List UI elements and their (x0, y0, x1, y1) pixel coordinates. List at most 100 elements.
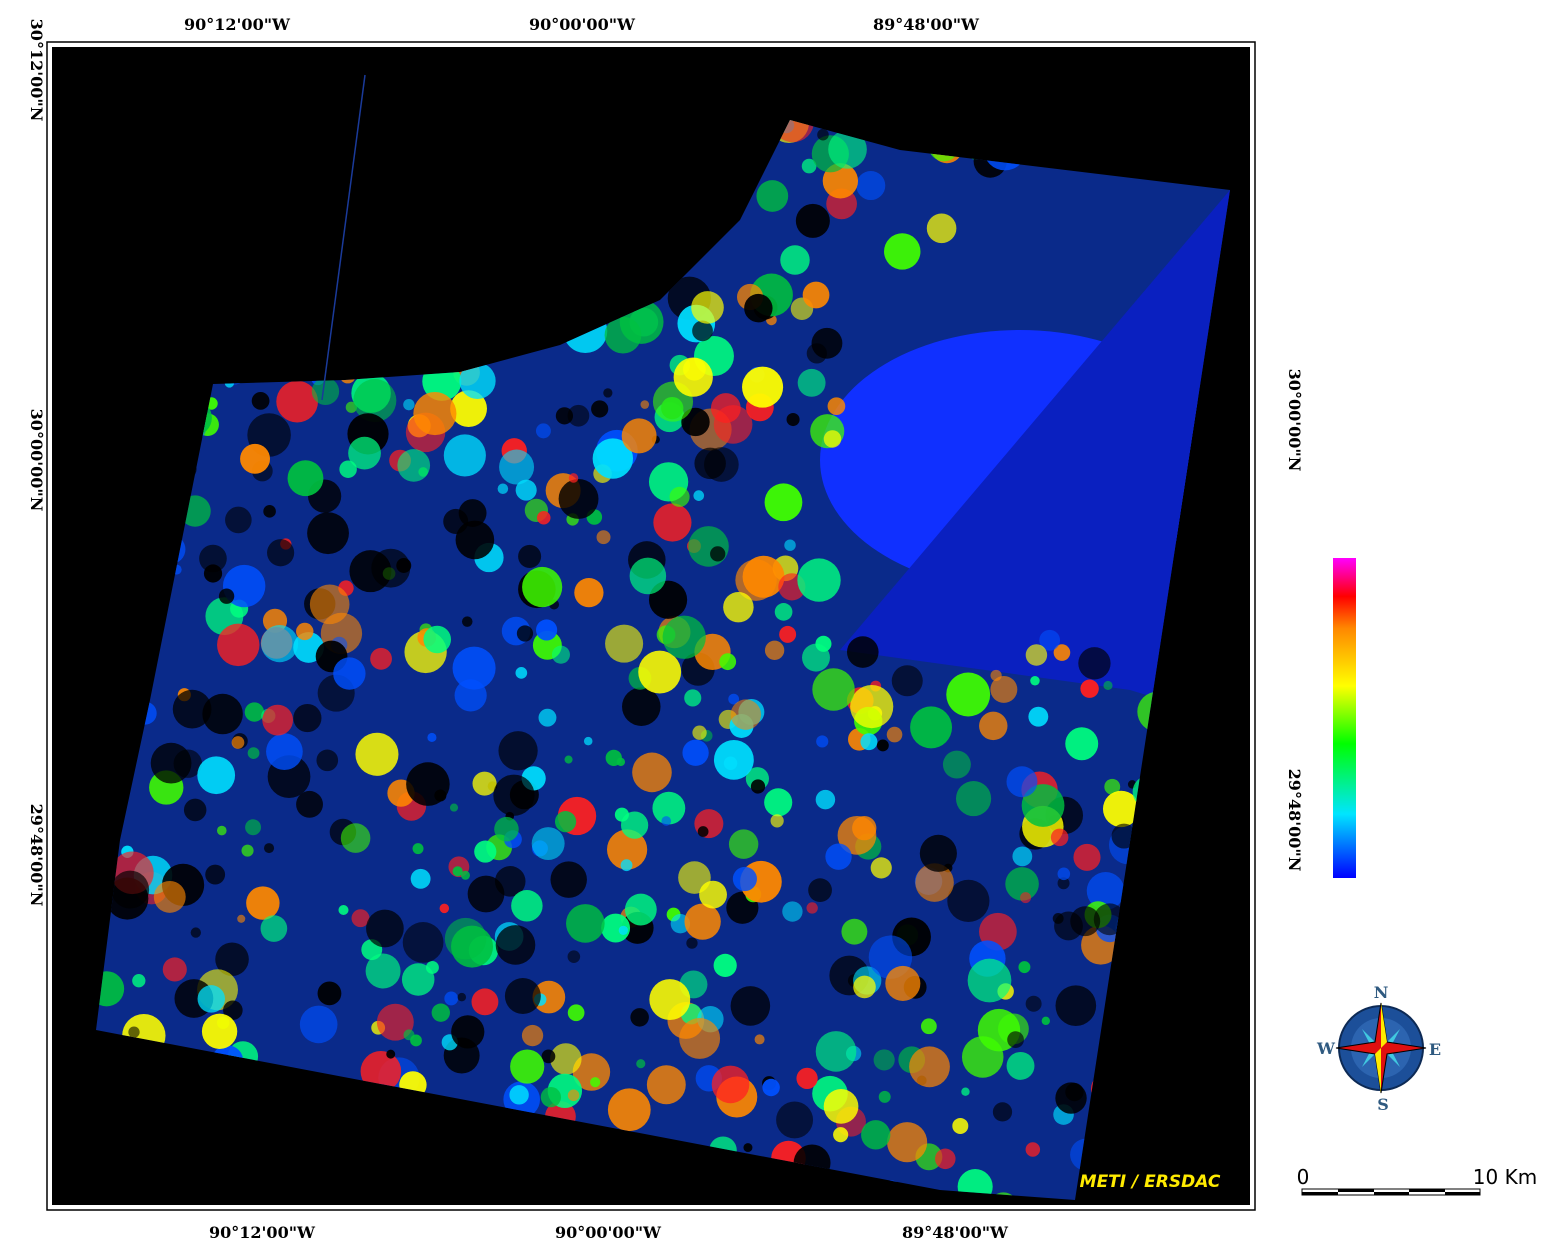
texture (316, 749, 339, 772)
texture (806, 343, 827, 364)
texture (583, 736, 593, 746)
texture (1103, 680, 1113, 691)
texture (261, 625, 299, 663)
scale-segment (1374, 1192, 1409, 1195)
texture (572, 1053, 611, 1091)
right-label: 30°00'00"N (1285, 369, 1304, 472)
texture (531, 827, 565, 861)
scale-segment (1302, 1192, 1338, 1195)
texture (1006, 1051, 1035, 1080)
texture (620, 859, 633, 872)
texture (967, 958, 1012, 1003)
texture (1086, 872, 1125, 910)
texture (340, 823, 371, 853)
texture (638, 650, 682, 694)
scale-bar: 0 10 Km (1297, 1165, 1537, 1196)
texture (568, 473, 579, 483)
texture (653, 503, 692, 542)
texture (699, 880, 727, 909)
texture (744, 293, 773, 323)
texture (682, 739, 709, 766)
texture (853, 975, 876, 999)
texture (1057, 867, 1071, 881)
texture (750, 779, 766, 794)
scale-end: 10 Km (1473, 1165, 1537, 1189)
bottom-label: 90°12'00"W (209, 1223, 316, 1242)
credit: METI / ERSDAC (1080, 1172, 1221, 1192)
left-label: 30°12'00"N (27, 19, 46, 122)
texture (510, 1049, 545, 1084)
texture (410, 868, 431, 889)
texture (457, 992, 467, 1002)
texture (815, 1031, 857, 1072)
texture (240, 443, 271, 474)
texture (833, 1127, 849, 1143)
texture (910, 706, 953, 749)
texture (990, 669, 1002, 682)
texture (710, 546, 726, 562)
texture (263, 843, 275, 854)
texture (719, 653, 737, 671)
texture (762, 1078, 780, 1097)
texture (876, 739, 889, 752)
texture (801, 158, 817, 174)
texture (850, 685, 894, 729)
texture (723, 591, 754, 623)
texture (1104, 778, 1121, 795)
top-label: 90°00'00"W (529, 15, 636, 34)
texture (509, 1085, 529, 1105)
texture (444, 991, 459, 1006)
top-label: 90°12'00"W (184, 15, 291, 34)
texture (652, 791, 686, 825)
texture (909, 1046, 950, 1088)
texture (713, 739, 754, 780)
texture (554, 811, 577, 833)
map-frame (46, 41, 1256, 1211)
texture (237, 914, 246, 923)
texture (339, 460, 357, 478)
compass-s: S (1377, 1095, 1389, 1114)
texture (494, 816, 519, 842)
texture (128, 1026, 140, 1038)
texture (779, 625, 797, 643)
texture (946, 672, 991, 717)
texture (225, 506, 252, 534)
texture (764, 640, 785, 660)
texture (449, 803, 459, 812)
texture (1065, 727, 1099, 761)
scale-start: 0 (1297, 1165, 1310, 1189)
texture (622, 687, 661, 726)
texture (728, 693, 740, 705)
texture (1018, 961, 1031, 974)
texture (566, 904, 605, 943)
texture (856, 171, 886, 201)
texture (251, 391, 270, 410)
texture (640, 400, 650, 409)
texture (618, 925, 628, 935)
texture (267, 539, 295, 567)
texture (244, 702, 265, 722)
texture (1080, 679, 1099, 698)
texture (287, 460, 324, 497)
texture (215, 942, 249, 977)
texture (333, 657, 366, 690)
texture (564, 755, 573, 764)
texture (425, 960, 439, 974)
texture (1102, 790, 1140, 828)
texture (1050, 828, 1069, 847)
texture (183, 798, 207, 822)
texture (247, 747, 260, 759)
texture (683, 357, 706, 381)
texture (454, 679, 487, 712)
texture (540, 1087, 562, 1108)
texture (162, 957, 187, 982)
texture (591, 400, 609, 418)
texture (567, 1089, 580, 1102)
texture (567, 1004, 585, 1022)
texture (606, 829, 648, 870)
texture (590, 1077, 601, 1088)
texture (692, 725, 707, 740)
texture (296, 790, 323, 818)
texture (1007, 1031, 1024, 1049)
texture (742, 555, 785, 598)
